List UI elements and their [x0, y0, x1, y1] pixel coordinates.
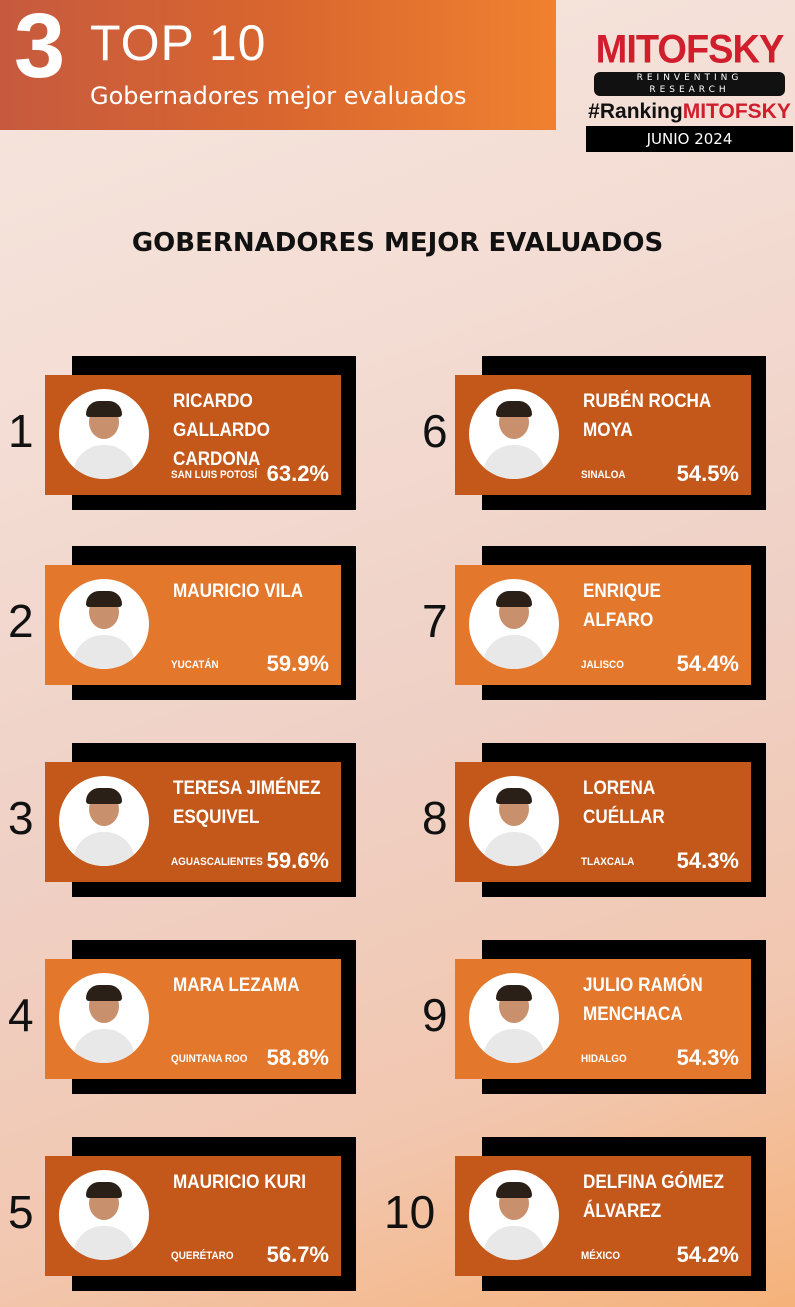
rank-number: 2 — [8, 595, 34, 647]
governor-name: TERESA JIMÉNEZ ESQUIVEL — [173, 778, 321, 828]
rank-number: 5 — [8, 1186, 34, 1238]
approval-score: 54.3% — [676, 848, 739, 873]
governor-card: RUBÉN ROCHA MOYA SINALOA 54.5% — [455, 375, 751, 495]
governor-card: MARA LEZAMA QUINTANA ROO 58.8% — [45, 959, 341, 1079]
governor-photo — [59, 1170, 149, 1260]
governor-photo — [59, 776, 149, 866]
approval-score: 54.2% — [676, 1242, 739, 1267]
governor-photo — [59, 973, 149, 1063]
governor-card: JULIO RAMÓN MENCHACA HIDALGO 54.3% — [455, 959, 751, 1079]
governor-card: MAURICIO KURI QUERÉTARO 56.7% — [45, 1156, 341, 1276]
governor-photo — [469, 776, 559, 866]
header-title: TOP 10 — [90, 15, 267, 71]
hashtag-brand: MITOFSKY — [682, 100, 791, 123]
approval-score: 56.7% — [266, 1242, 329, 1267]
governor-photo — [469, 389, 559, 479]
approval-score: 54.5% — [676, 461, 739, 486]
mitofsky-logo: MITOFSKY REINVENTING RESEARCH #RankingMI… — [586, 27, 793, 152]
approval-score: 59.6% — [266, 848, 329, 873]
governor-photo — [469, 1170, 559, 1260]
governor-card: TERESA JIMÉNEZ ESQUIVEL AGUASCALIENTES 59.… — [45, 762, 341, 882]
approval-score: 54.3% — [676, 1045, 739, 1070]
governor-state: SINALOA — [581, 469, 626, 481]
governor-name: MAURICIO VILA — [173, 581, 304, 602]
governor-photo — [469, 973, 559, 1063]
rank-number: 1 — [8, 405, 34, 457]
rank-number: 3 — [8, 792, 34, 844]
page-title: GOBERNADORES MEJOR EVALUADOS — [131, 228, 664, 258]
governor-name: MAURICIO KURI — [173, 1172, 307, 1193]
governor-state: AGUASCALIENTES — [171, 856, 263, 868]
governor-card: MAURICIO VILA YUCATÁN 59.9% — [45, 565, 341, 685]
governor-name: RUBÉN ROCHA MOYA — [583, 391, 711, 441]
governor-photo — [59, 389, 149, 479]
governor-name: RICARDO GALLARDO CARDONA — [173, 391, 270, 470]
governor-state: YUCATÁN — [171, 659, 219, 671]
rank-number: 6 — [422, 405, 448, 457]
hashtag-prefix: #Ranking — [588, 100, 683, 123]
governor-state: QUERÉTARO — [171, 1250, 234, 1262]
governor-card: LORENA CUÉLLAR TLAXCALA 54.3% — [455, 762, 751, 882]
hashtag: #RankingMITOFSKY — [586, 100, 793, 124]
section-number: 3 — [14, 0, 66, 97]
governor-card: ENRIQUE ALFARO JALISCO 54.4% — [455, 565, 751, 685]
governor-name: DELFINA GÓMEZ ÁLVAREZ — [583, 1172, 724, 1222]
governor-name: ENRIQUE ALFARO — [583, 581, 661, 631]
governor-state: MÉXICO — [581, 1250, 621, 1262]
rank-number: 10 — [384, 1186, 436, 1238]
logo-name: MITOFSKY — [595, 27, 785, 73]
rank-number: 4 — [8, 989, 34, 1041]
rank-number: 7 — [422, 595, 448, 647]
date-label: JUNIO 2024 — [586, 126, 793, 152]
governor-name: MARA LEZAMA — [173, 975, 300, 996]
header-banner: 3 TOP 10 Gobernadores mejor evaluados — [0, 0, 556, 130]
governor-state: SAN LUIS POTOSÍ — [171, 469, 258, 481]
logo-tagline: REINVENTING RESEARCH — [594, 72, 785, 96]
governor-name: LORENA CUÉLLAR — [583, 778, 665, 828]
rank-number: 9 — [422, 989, 448, 1041]
approval-score: 63.2% — [266, 461, 329, 486]
governor-state: JALISCO — [581, 659, 624, 671]
governor-name: JULIO RAMÓN MENCHACA — [583, 975, 703, 1025]
governor-card: RICARDO GALLARDO CARDONA SAN LUIS POTOSÍ 6… — [45, 375, 341, 495]
governor-state: HIDALGO — [581, 1053, 627, 1065]
approval-score: 59.9% — [266, 651, 329, 676]
approval-score: 58.8% — [266, 1045, 329, 1070]
approval-score: 54.4% — [676, 651, 739, 676]
governor-state: TLAXCALA — [581, 856, 635, 868]
governor-photo — [469, 579, 559, 669]
governor-card: DELFINA GÓMEZ ÁLVAREZ MÉXICO 54.2% — [455, 1156, 751, 1276]
rank-number: 8 — [422, 792, 448, 844]
governor-state: QUINTANA ROO — [171, 1053, 248, 1065]
header-subtitle: Gobernadores mejor evaluados — [90, 82, 467, 110]
governor-photo — [59, 579, 149, 669]
